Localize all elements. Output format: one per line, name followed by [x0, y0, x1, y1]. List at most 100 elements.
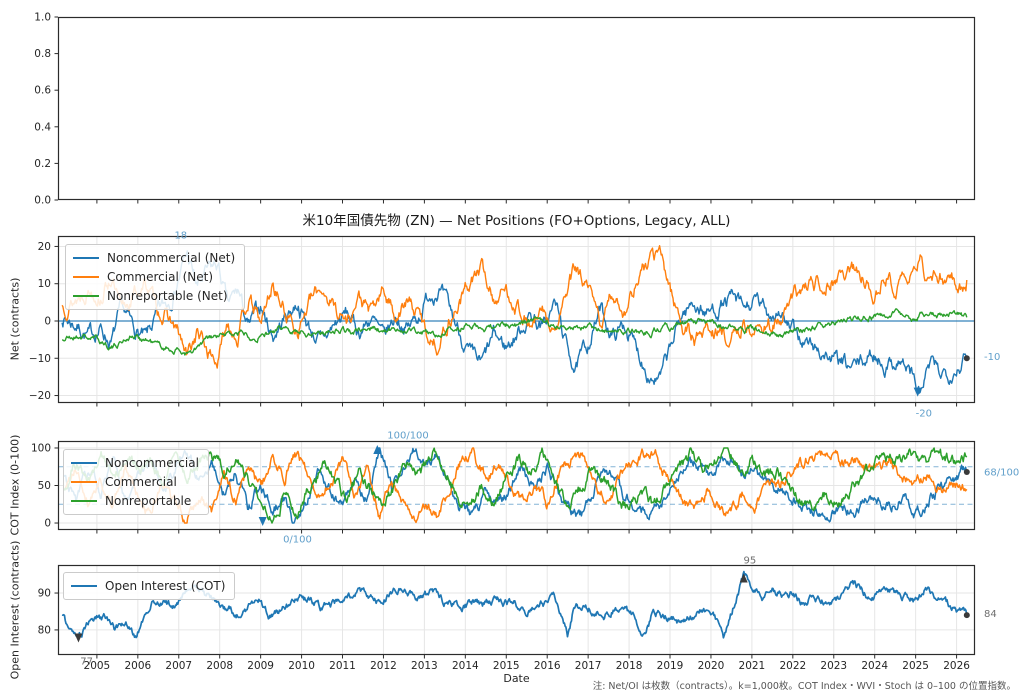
annotation-text: -20 [916, 409, 932, 420]
series-line [63, 447, 968, 524]
y-tick-label: 0.6 [34, 85, 51, 97]
x-tick-label: 2022 [779, 660, 806, 672]
x-tick-label: 2015 [493, 660, 520, 672]
legend-label: Commercial (Net) [107, 270, 214, 284]
x-tick-label: 2010 [288, 660, 315, 672]
legend-line-swatch [71, 500, 97, 502]
legend-label: Noncommercial [105, 456, 199, 470]
ylabel-net-contracts: Net (contracts) [8, 277, 22, 361]
x-tick-label: 2021 [739, 660, 766, 672]
annotation-arrow [739, 573, 748, 583]
legend-line-swatch [71, 481, 97, 483]
ylabel-cot-index: COT Index (0-100) [8, 434, 22, 536]
y-tick-label: 0.0 [34, 195, 51, 207]
legend-entry: Noncommercial (Net) [73, 249, 235, 267]
legend-label: Nonreportable (Net) [107, 289, 228, 303]
panel-cot-index-canvas: 0 50 100 100/100 0/100 68/100 [31, 431, 1019, 546]
legend-label: Nonreportable [105, 494, 192, 508]
legend-entry: Commercial [71, 473, 199, 491]
x-ticks: 2005 2006 2007 2008 2009 2010 2011 2012 2013 2014… [84, 655, 970, 672]
series-line [61, 245, 968, 369]
legend-line-swatch [73, 295, 99, 297]
x-tick-label: 2009 [247, 660, 274, 672]
legend-entry: Noncommercial [71, 454, 199, 472]
legend-label: Noncommercial (Net) [107, 251, 236, 265]
annotation-text: -10 [984, 352, 1000, 363]
y-tick-label: 90 [38, 588, 51, 600]
y-ticks: 0.0 0.2 0.4 0.6 0.8 1.0 [34, 12, 58, 207]
annotation-text: 100/100 [387, 431, 429, 442]
x-tick-label: 2023 [820, 660, 847, 672]
panel-empty-canvas: 0.0 0.2 0.4 0.6 0.8 1.0 [34, 12, 976, 207]
legend-line-swatch [73, 257, 99, 259]
series-line [62, 308, 968, 356]
axes-spines [57, 440, 976, 531]
x-tick-label: 2019 [657, 660, 684, 672]
axes-spines [57, 564, 976, 656]
y-tick-label: 20 [38, 241, 51, 253]
legend-entry: Nonreportable [71, 492, 199, 510]
x-ticks [96, 200, 958, 204]
ylabel-open-interest: Open Interest (contracts) [8, 540, 22, 680]
x-tick-label: 2012 [370, 660, 397, 672]
footnote: 注: Net/OI は枚数（contracts）。k=1,000枚。COT In… [592, 681, 1016, 692]
y-tick-label: 1.0 [34, 12, 51, 24]
net-positions-title: 米10年国債先物 (ZN) — Net Positions (FO+Option… [302, 213, 731, 229]
last-point-marker [963, 355, 970, 362]
x-tick-label: 2006 [124, 660, 151, 672]
legend-entry: Commercial (Net) [73, 268, 235, 286]
y-tick-label: −20 [29, 390, 51, 402]
x-tick-label: 2008 [206, 660, 233, 672]
x-tick-label: 2024 [861, 660, 888, 672]
x-axis-label: Date [503, 672, 530, 685]
annotation-text: 84 [984, 609, 997, 620]
series-line [63, 447, 968, 524]
x-tick-label: 2020 [698, 660, 725, 672]
y-ticks: −20 −10 0 10 20 [29, 241, 58, 402]
x-tick-label: 2011 [329, 660, 356, 672]
y-tick-label: 10 [38, 278, 51, 290]
x-tick-label: 2025 [902, 660, 929, 672]
y-tick-label: 0.4 [34, 121, 51, 133]
legend-net-positions: Noncommercial (Net) Commercial (Net) Nonre… [65, 244, 246, 310]
y-tick-label: 0.8 [34, 48, 51, 60]
y-tick-label: 0 [44, 315, 51, 327]
x-tick-label: 2013 [411, 660, 438, 672]
y-tick-label: 0.2 [34, 158, 51, 170]
y-tick-label: 50 [38, 480, 51, 492]
x-tick-label: 2005 [84, 660, 111, 672]
gridlines [58, 441, 975, 530]
y-tick-label: 100 [31, 442, 51, 454]
legend-line-swatch [71, 462, 97, 464]
annotation-arrow [373, 444, 382, 454]
x-tick-label: 2026 [943, 660, 970, 672]
legend-entry: Nonreportable (Net) [73, 287, 235, 305]
y-ticks: 0 50 100 [31, 442, 58, 530]
x-tick-label: 2017 [575, 660, 602, 672]
last-point-marker [963, 468, 970, 475]
panel-open-interest-canvas: 2005 2006 2007 2008 2009 2010 2011 2012 2013 2014… [38, 556, 997, 673]
y-tick-label: 80 [38, 624, 51, 636]
legend-label: Commercial [105, 475, 177, 489]
legend-line-swatch [73, 276, 99, 278]
y-ticks: 80 90 [38, 588, 58, 636]
annotation-text: 18 [174, 231, 187, 242]
y-tick-label: 0 [44, 518, 51, 530]
x-ticks [96, 403, 958, 407]
annotation-arrow [913, 387, 922, 397]
legend-cot-index: Noncommercial Commercial Nonreportable [63, 449, 209, 515]
last-point-marker [963, 612, 970, 619]
annotation-text: 95 [743, 556, 756, 567]
x-tick-label: 2007 [165, 660, 192, 672]
axes-spines [57, 16, 976, 201]
annotation-text: 77 [80, 657, 93, 668]
x-tick-label: 2016 [534, 660, 561, 672]
legend-open-interest: Open Interest (COT) [63, 572, 236, 600]
series-group [63, 447, 968, 524]
legend-line-swatch [71, 585, 97, 587]
annotation-arrow [74, 633, 83, 643]
annotation-text: 0/100 [283, 535, 312, 546]
x-tick-label: 2014 [452, 660, 479, 672]
y-tick-label: −10 [29, 353, 51, 365]
